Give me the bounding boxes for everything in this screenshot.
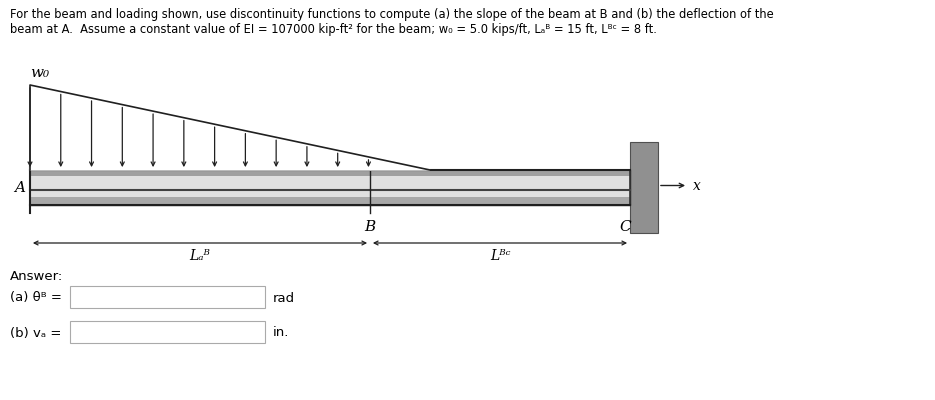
Text: Lᴮᶜ: Lᴮᶜ [490,249,511,263]
Text: (b) vₐ =: (b) vₐ = [10,326,62,340]
Text: beam at A.  Assume a constant value of EI = 107000 kip-ft² for the beam; w₀ = 5.: beam at A. Assume a constant value of EI… [10,23,657,36]
Text: rad: rad [273,292,295,304]
Bar [30,197,630,205]
Bar [30,170,630,205]
Bar [630,142,658,233]
Text: Answer:: Answer: [10,270,64,283]
Bar [30,176,630,197]
Polygon shape [30,85,430,170]
Text: C: C [619,220,631,234]
Text: x: x [693,178,701,192]
Text: For the beam and loading shown, use discontinuity functions to compute (a) the s: For the beam and loading shown, use disc… [10,8,774,21]
Text: A: A [14,180,25,194]
Bar [70,321,265,343]
Text: w₀: w₀ [30,66,50,80]
Bar [30,170,630,205]
Bar [70,286,265,308]
Bar [30,170,630,176]
Text: in.: in. [273,326,289,340]
Text: B: B [365,220,376,234]
Text: Lₐᴮ: Lₐᴮ [190,249,210,263]
Text: (a) θᴮ =: (a) θᴮ = [10,292,62,304]
